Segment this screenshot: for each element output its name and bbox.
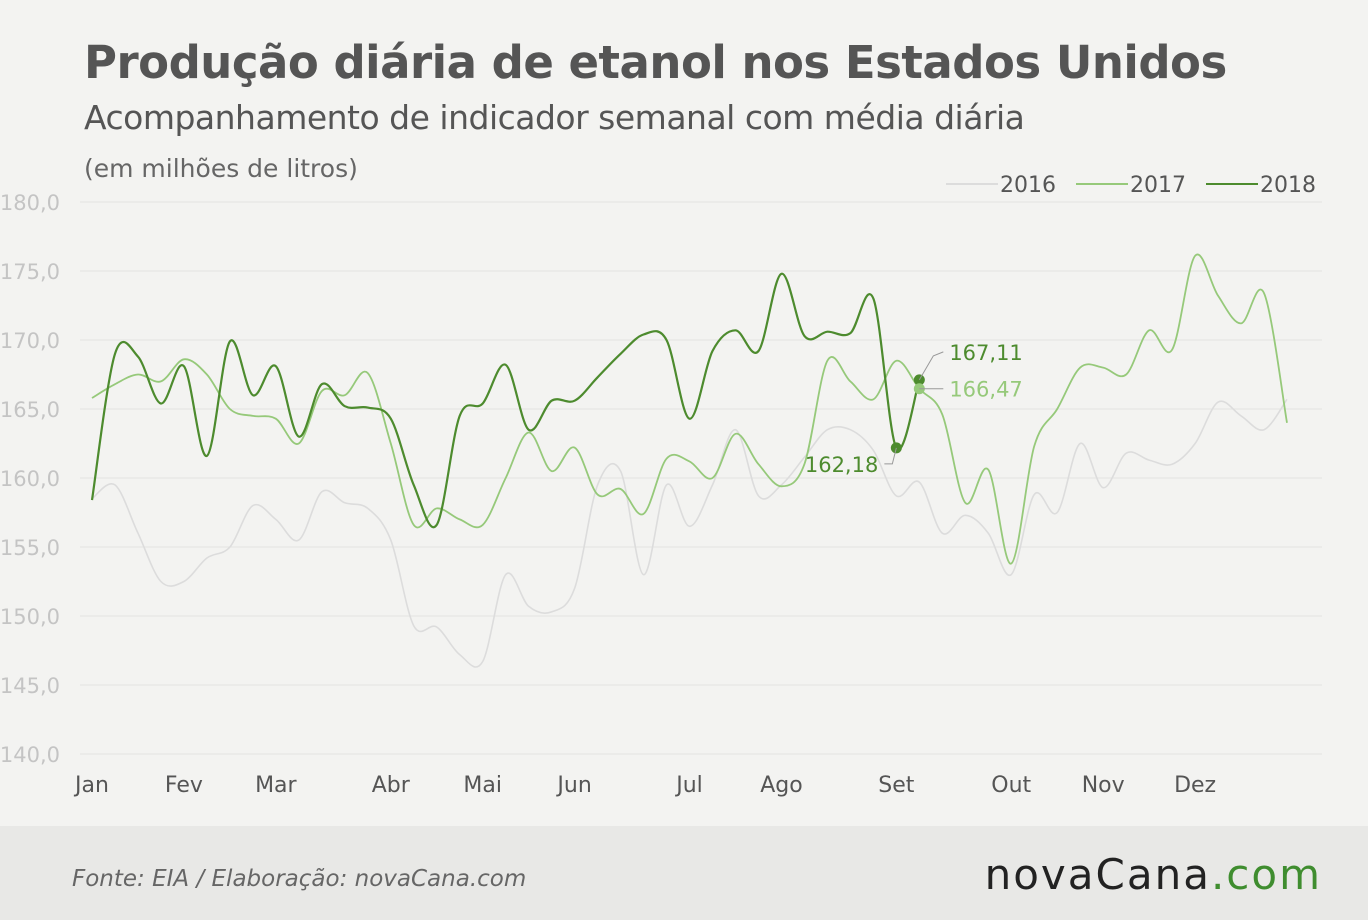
y-tick-label: 155,0 [0,536,60,560]
data-label: 166,47 [949,378,1022,402]
x-tick-label: Set [878,773,915,798]
brand-logo: novaCana.com [985,850,1322,899]
line-chart: 140,0 145,0 150,0 155,0 160,0 165,0 170,0 175,0… [0,173,1322,798]
chart-title: Produção diária de etanol nos Estados Un… [84,36,1227,89]
series-line-2017 [91,253,1288,565]
x-tick-label: Mai [463,773,502,798]
x-tick-label: Mar [255,773,297,798]
y-tick-label: 165,0 [0,398,60,422]
legend-label: 2016 [1000,173,1056,198]
x-tick-label: Dez [1174,773,1216,798]
legend-label: 2018 [1260,173,1316,198]
x-tick-label: Out [991,773,1031,798]
brand-tld: com [1226,850,1322,899]
y-tick-label: 175,0 [0,260,60,284]
source-note: Fonte: EIA / Elaboração: novaCana.com [72,866,527,892]
series-line-2018 [90,272,921,529]
brand-dot: . [1210,850,1227,899]
footer: Fonte: EIA / Elaboração: novaCana.com no… [0,826,1368,920]
brand-name: novaCana [984,850,1211,899]
series-line-2016 [91,398,1288,668]
y-tick-label: 145,0 [0,674,60,698]
y-tick-label: 160,0 [0,467,60,491]
y-tick-label: 180,0 [0,191,60,215]
data-label: 167,11 [949,341,1022,365]
x-tick-label: Nov [1082,773,1125,798]
unit-note: (em milhões de litros) [84,154,358,183]
x-tick-label: Ago [760,773,802,798]
y-tick-label: 150,0 [0,605,60,629]
data-label: 162,18 [805,453,878,477]
y-tick-label: 140,0 [0,743,60,767]
x-tick-label: Jun [555,773,591,798]
chart-card: Produção diária de etanol nos Estados Un… [0,36,1322,798]
annotation-leader [884,447,897,465]
legend-label: 2017 [1130,173,1186,198]
x-tick-label: Abr [372,773,411,798]
chart-subtitle: Acompanhamento de indicador semanal com … [84,98,1025,137]
x-tick-label: Fev [165,773,203,798]
x-tick-label: Jul [674,773,703,798]
annotation-leader [918,351,944,381]
x-tick-label: Jan [73,773,109,798]
y-tick-label: 170,0 [0,329,60,353]
